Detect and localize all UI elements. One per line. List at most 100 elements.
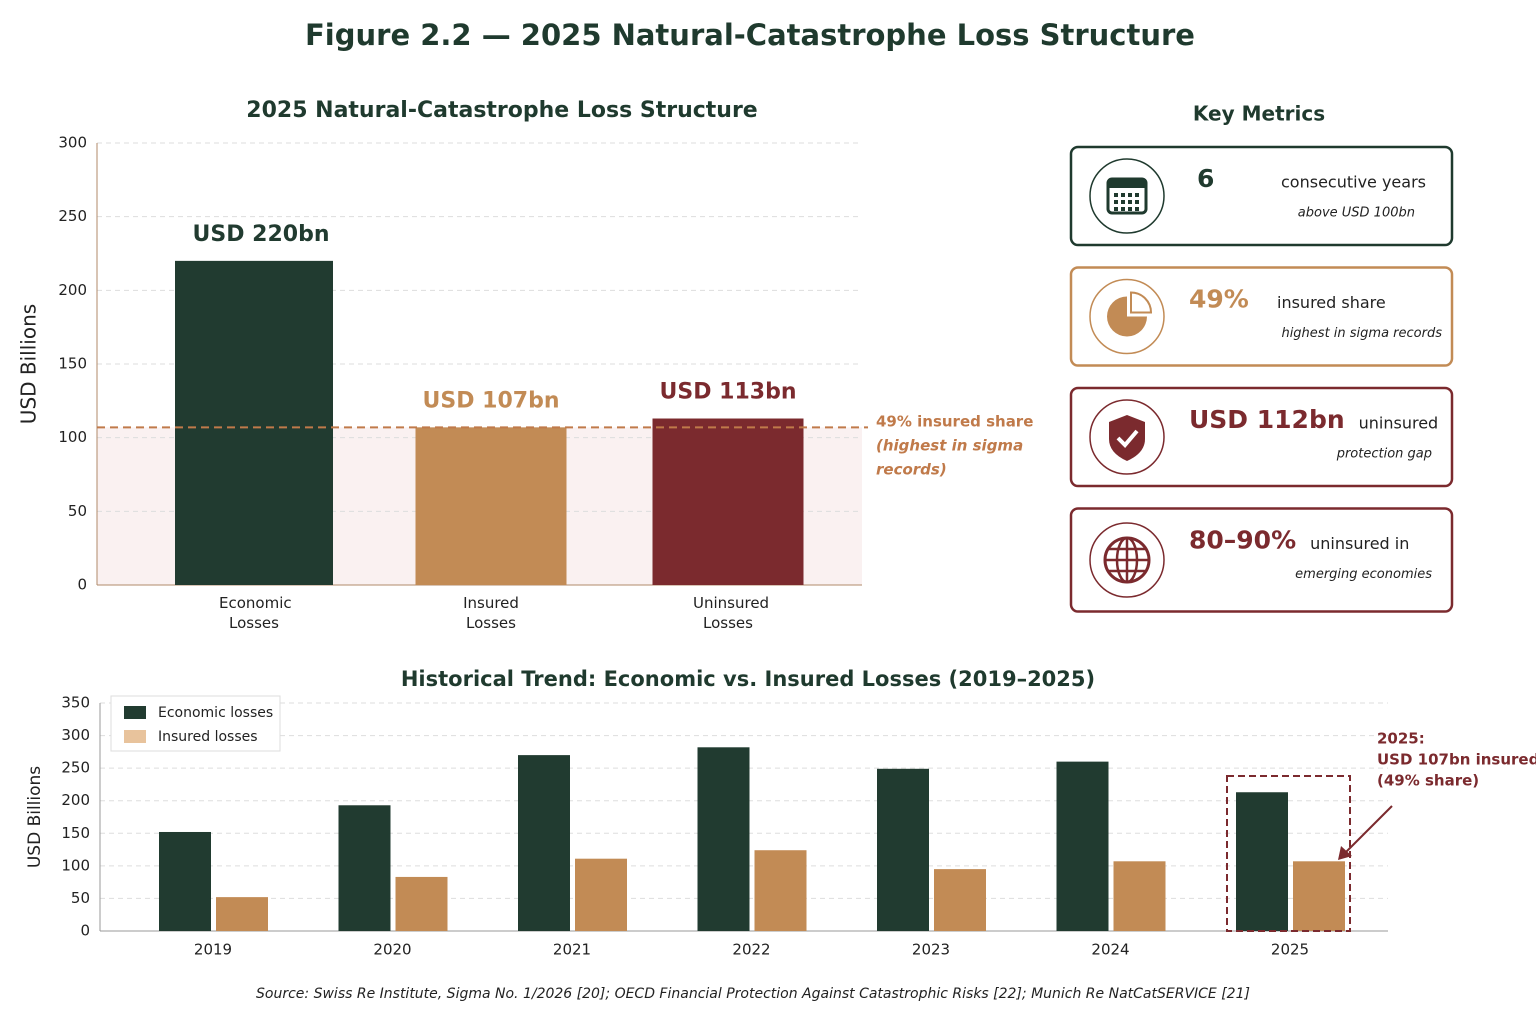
x-tick-label-box: Economic Losses [219, 594, 292, 632]
legend-label: Insured losses [158, 729, 258, 745]
x-tick-label: 2021 [553, 941, 591, 959]
reference-label: (highest in sigma [876, 437, 1023, 455]
data-label: USD 107bn [423, 388, 560, 413]
x-tick-label-box: Insured Losses [463, 594, 519, 632]
annotation: (49% share) [1377, 772, 1479, 790]
bar [934, 869, 986, 931]
icon-ring [1089, 278, 1165, 355]
icon [1114, 193, 1118, 197]
icon [1135, 193, 1139, 197]
x-tick-label: 2025 [1271, 941, 1309, 959]
icon [1130, 291, 1153, 314]
annotation: USD 107bn insured [1377, 751, 1536, 769]
metric-card [1069, 145, 1454, 247]
bar [338, 805, 391, 931]
x-tick-label: Insured Losses [463, 594, 519, 632]
icon [1121, 193, 1125, 197]
metric-label: insured share [1277, 293, 1386, 312]
x-tick-label: Uninsured Losses [693, 594, 770, 632]
annotation: 2025: [1377, 730, 1425, 748]
bar [216, 897, 268, 931]
y-tick-label: 50 [68, 502, 87, 520]
y-tick-label: 0 [80, 922, 90, 940]
icon [1114, 200, 1118, 204]
metric-label: uninsured [1359, 414, 1439, 433]
icon [1114, 207, 1118, 211]
icon-ring [1089, 399, 1165, 475]
metric-card [1069, 266, 1454, 367]
icon [1116, 429, 1139, 448]
bar [415, 427, 567, 585]
metric-note: emerging economies [1295, 567, 1432, 582]
bar [175, 260, 333, 585]
x-tick-label: 2023 [912, 941, 950, 959]
y-tick-label: 200 [61, 791, 90, 809]
y-axis-label: USD Billions [17, 304, 41, 424]
y-tick-label: 100 [61, 856, 90, 874]
y-tick-label: 200 [58, 281, 87, 299]
bar [877, 768, 929, 931]
icon [1107, 296, 1147, 337]
bar [1236, 792, 1288, 931]
x-tick-label: 2022 [732, 941, 770, 959]
bar [395, 876, 448, 931]
bar [1113, 861, 1166, 931]
metric-icon [1106, 177, 1148, 215]
data-label: USD 113bn [660, 380, 797, 405]
bar [697, 747, 750, 931]
icon [1108, 179, 1146, 188]
metric-value: USD 112bn [1189, 405, 1345, 434]
bar [518, 755, 570, 931]
reference-label: 49% insured share [876, 413, 1033, 431]
chart-title: 2025 Natural-Catastrophe Loss Structure [246, 98, 757, 123]
x-tick-label: 2019 [194, 941, 232, 959]
icon-ring [1089, 522, 1165, 598]
icon [1128, 200, 1132, 204]
metric-icon [1109, 415, 1145, 461]
y-tick-label: 50 [71, 889, 90, 907]
reference-label: records) [876, 461, 947, 479]
bar [159, 831, 211, 931]
icon [1128, 193, 1132, 197]
metric-label: consecutive years [1281, 173, 1426, 192]
highlight-box [1226, 775, 1351, 932]
metric-icon [1107, 291, 1153, 337]
x-tick-label: 2024 [1091, 941, 1129, 959]
metric-value: 49% [1189, 285, 1249, 314]
legend-label: Economic losses [158, 705, 273, 721]
y-tick-label: 350 [61, 694, 90, 712]
metric-note: above USD 100bn [1298, 206, 1415, 221]
arrow-head [1338, 846, 1352, 860]
metric-card [1069, 507, 1454, 613]
icon-ring [1089, 158, 1165, 234]
y-axis-label: USD Billions [25, 766, 45, 868]
metric-card [1069, 386, 1454, 488]
y-tick-label: 300 [58, 134, 87, 152]
bar [1293, 861, 1345, 931]
bar [1056, 761, 1109, 931]
legend-swatch [124, 730, 146, 743]
panel-title: Key Metrics [1193, 102, 1325, 126]
metric-icon [1103, 536, 1151, 584]
y-tick-label: 0 [77, 576, 87, 594]
data-label: USD 220bn [193, 222, 330, 247]
metric-value: 80–90% [1189, 526, 1296, 555]
source: Source: Swiss Re Institute, Sigma No. 1/… [256, 986, 1250, 1002]
x-tick-label-box: Uninsured Losses [693, 594, 770, 632]
icon [1109, 415, 1145, 461]
bar [652, 418, 804, 585]
metric-note: protection gap [1336, 447, 1432, 462]
icon [1135, 200, 1139, 204]
metric-note: highest in sigma records [1281, 326, 1442, 341]
bar [575, 858, 627, 931]
y-tick-label: 250 [61, 759, 90, 777]
y-tick-label: 150 [58, 355, 87, 373]
y-tick-label: 300 [61, 726, 90, 744]
x-tick-label: Economic Losses [219, 594, 292, 632]
metric-value: 6 [1197, 164, 1214, 193]
icon [1121, 207, 1125, 211]
y-tick-label: 150 [61, 824, 90, 842]
icon [1128, 207, 1132, 211]
chart-title: Historical Trend: Economic vs. Insured L… [401, 667, 1095, 691]
